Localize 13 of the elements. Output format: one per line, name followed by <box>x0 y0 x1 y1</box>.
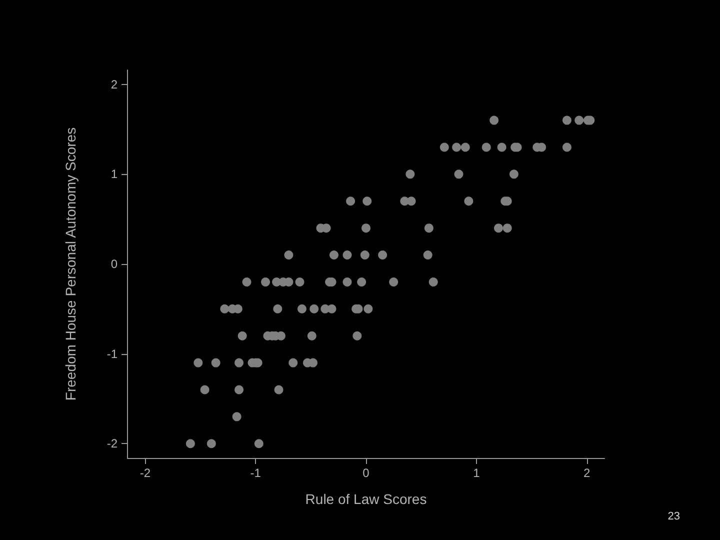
y-tick-label: 2 <box>110 77 118 92</box>
x-tick-label: 0 <box>362 466 370 480</box>
x-tick-label: -2 <box>140 466 151 480</box>
y-tick-label: 0 <box>110 257 118 271</box>
x-tick-label: 1 <box>473 466 480 480</box>
y-tick-label: 1 <box>110 167 118 182</box>
y-tick-label: -1 <box>106 346 118 361</box>
x-tick-label: -1 <box>250 466 262 480</box>
y-axis-title: Freedom House Personal Autonomy Scores <box>62 127 78 401</box>
text: 23 <box>668 510 680 522</box>
x-tick-label: 2 <box>583 466 590 480</box>
y-tick-label: -2 <box>106 436 118 451</box>
x-axis-title: Rule of Law Scores <box>305 491 427 507</box>
